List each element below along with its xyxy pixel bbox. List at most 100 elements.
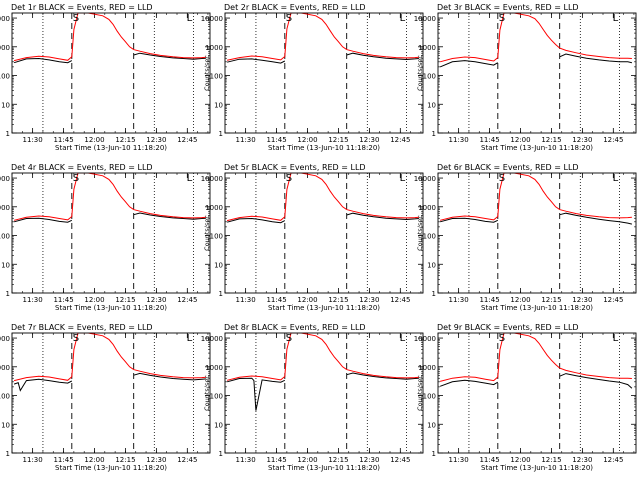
det-3-x-tick-label: 12:15 bbox=[541, 136, 561, 144]
det-2-x-tick-label: 12:00 bbox=[297, 136, 317, 144]
det-1-panel: Det 1r BLACK = Events, RED = LLD 1 10 100 10… bbox=[0, 3, 211, 152]
det-4-plot-frame bbox=[11, 172, 211, 294]
det-1-marker-l: L bbox=[187, 13, 193, 24]
det-2-events-series-line bbox=[226, 52, 419, 64]
det-3-marker-s: S bbox=[499, 13, 505, 24]
det-3-x-tick-label: 11:30 bbox=[449, 136, 469, 144]
det-7-panel: Det 7r BLACK = Events, RED = LLD 1 10 100 10… bbox=[0, 323, 211, 472]
det-8-title: Det 8r BLACK = Events, RED = LLD bbox=[224, 323, 366, 332]
det-7-y-tick-label: 100 bbox=[0, 393, 10, 401]
det-6-y-tick-label: 1000 bbox=[418, 204, 436, 212]
det-7-y-tick-label: 1 bbox=[6, 450, 10, 458]
det-3-x-axis-label: Start Time (13-Jun-10 11:18:20) bbox=[481, 144, 593, 152]
det-1-y-tick-label: 1000 bbox=[0, 44, 10, 52]
det-8-x-tick-label: 12:00 bbox=[297, 456, 317, 464]
det-9-y-axis-label: Counts/sec bbox=[416, 375, 424, 411]
det-7-y-tick-label: 10000 bbox=[0, 335, 10, 343]
det-6-y-tick-label: 100 bbox=[423, 233, 436, 241]
det-8-plot-frame bbox=[224, 332, 424, 454]
det-4-x-tick-label: 12:30 bbox=[146, 296, 166, 304]
det-6-events-series-line bbox=[439, 212, 633, 225]
det-7-y-tick-label: 1000 bbox=[0, 364, 10, 372]
det-6-y-tick-label: 10000 bbox=[414, 175, 436, 183]
det-5-x-tick-label: 12:15 bbox=[328, 296, 348, 304]
det-5-events-series-line bbox=[226, 212, 419, 224]
det-3-y-tick-label: 1000 bbox=[418, 44, 436, 52]
det-9-marker-s: S bbox=[499, 333, 505, 344]
det-2-x-tick-label: 12:15 bbox=[328, 136, 348, 144]
det-2-y-tick-label: 1000 bbox=[205, 44, 223, 52]
det-4-lld-series-line bbox=[13, 173, 206, 221]
det-1-x-axis-label: Start Time (13-Jun-10 11:18:20) bbox=[55, 144, 167, 152]
det-4-events-series-line bbox=[13, 212, 206, 223]
det-2-y-tick-label: 1 bbox=[219, 130, 223, 138]
det-4-y-tick-label: 1 bbox=[6, 290, 10, 298]
det-9-panel: Det 9r BLACK = Events, RED = LLD 1 10 100 10… bbox=[414, 323, 637, 472]
det-7-x-tick-label: 12:30 bbox=[146, 456, 166, 464]
det-7-marker-l: L bbox=[187, 333, 193, 344]
det-1-marker-s: S bbox=[73, 13, 79, 24]
det-5-lld-series-line bbox=[226, 173, 419, 222]
det-3-y-axis-label: Counts/sec bbox=[416, 55, 424, 91]
det-1-y-tick-label: 10 bbox=[1, 101, 10, 109]
det-3-title: Det 3r BLACK = Events, RED = LLD bbox=[437, 3, 579, 12]
det-7-title: Det 7r BLACK = Events, RED = LLD bbox=[11, 323, 153, 332]
det-8-y-tick-label: 100 bbox=[210, 393, 223, 401]
det-9-x-axis-label: Start Time (13-Jun-10 11:18:20) bbox=[481, 464, 593, 472]
det-6-x-tick-label: 11:45 bbox=[479, 296, 499, 304]
det-9-y-tick-label: 1 bbox=[432, 450, 436, 458]
det-9-y-tick-label: 100 bbox=[423, 393, 436, 401]
det-3-events-series-line bbox=[439, 53, 633, 68]
det-5-y-tick-label: 1 bbox=[219, 290, 223, 298]
det-7-marker-s: S bbox=[73, 333, 79, 344]
det-2-x-tick-label: 11:30 bbox=[236, 136, 256, 144]
det-1-x-tick-label: 12:30 bbox=[146, 136, 166, 144]
det-2-title: Det 2r BLACK = Events, RED = LLD bbox=[224, 3, 366, 12]
det-6-x-tick-label: 12:15 bbox=[541, 296, 561, 304]
det-9-plot-frame bbox=[437, 332, 637, 454]
det-8-x-tick-label: 12:15 bbox=[328, 456, 348, 464]
det-9-y-tick-label: 1000 bbox=[418, 364, 436, 372]
det-6-x-axis-label: Start Time (13-Jun-10 11:18:20) bbox=[481, 304, 593, 312]
det-2-y-axis-label: Counts/sec bbox=[203, 55, 211, 91]
det-1-lld-series-line bbox=[13, 13, 206, 62]
det-5-title: Det 5r BLACK = Events, RED = LLD bbox=[224, 163, 366, 172]
det-2-plot-frame bbox=[224, 12, 424, 134]
det-2-x-tick-label: 11:45 bbox=[266, 136, 286, 144]
det-6-x-tick-label: 12:45 bbox=[603, 296, 623, 304]
det-2-y-tick-label: 100 bbox=[210, 73, 223, 81]
det-6-lld-series-line bbox=[439, 173, 632, 221]
det-5-y-tick-label: 10000 bbox=[201, 175, 223, 183]
det-9-title: Det 9r BLACK = Events, RED = LLD bbox=[437, 323, 579, 332]
det-5-y-axis-label: Counts/sec bbox=[203, 215, 211, 251]
det-5-y-tick-label: 100 bbox=[210, 233, 223, 241]
det-7-x-tick-label: 11:30 bbox=[23, 456, 43, 464]
det-8-x-tick-label: 11:45 bbox=[266, 456, 286, 464]
det-3-marker-l: L bbox=[613, 13, 619, 24]
det-6-x-tick-label: 12:00 bbox=[510, 296, 530, 304]
det-3-plot-frame bbox=[437, 12, 637, 134]
det-8-x-tick-label: 11:30 bbox=[236, 456, 256, 464]
det-1-title: Det 1r BLACK = Events, RED = LLD bbox=[11, 3, 153, 12]
det-2-x-tick-label: 12:30 bbox=[359, 136, 379, 144]
det-9-lld-series-line bbox=[439, 333, 632, 382]
det-7-x-tick-label: 12:45 bbox=[177, 456, 197, 464]
det-4-x-tick-label: 12:00 bbox=[84, 296, 104, 304]
det-2-marker-l: L bbox=[400, 13, 406, 24]
det-4-y-tick-label: 100 bbox=[0, 233, 10, 241]
det-9-events-series-line bbox=[439, 373, 633, 389]
det-5-marker-l: L bbox=[400, 173, 406, 184]
det-8-marker-s: S bbox=[286, 333, 292, 344]
det-9-x-tick-label: 12:00 bbox=[510, 456, 530, 464]
det-2-panel: Det 2r BLACK = Events, RED = LLD 1 10 100 10… bbox=[201, 3, 424, 152]
det-9-x-tick-label: 12:15 bbox=[541, 456, 561, 464]
det-4-y-tick-label: 10000 bbox=[0, 175, 10, 183]
det-7-lld-series-line bbox=[13, 333, 206, 382]
det-3-panel: Det 3r BLACK = Events, RED = LLD 1 10 100 10… bbox=[414, 3, 637, 152]
det-3-lld-series-line bbox=[439, 13, 632, 63]
det-9-y-tick-label: 10 bbox=[427, 421, 436, 429]
det-4-x-tick-label: 11:45 bbox=[53, 296, 73, 304]
det-7-x-tick-label: 12:15 bbox=[115, 456, 135, 464]
det-5-x-tick-label: 12:45 bbox=[390, 296, 410, 304]
det-3-x-tick-label: 11:45 bbox=[479, 136, 499, 144]
